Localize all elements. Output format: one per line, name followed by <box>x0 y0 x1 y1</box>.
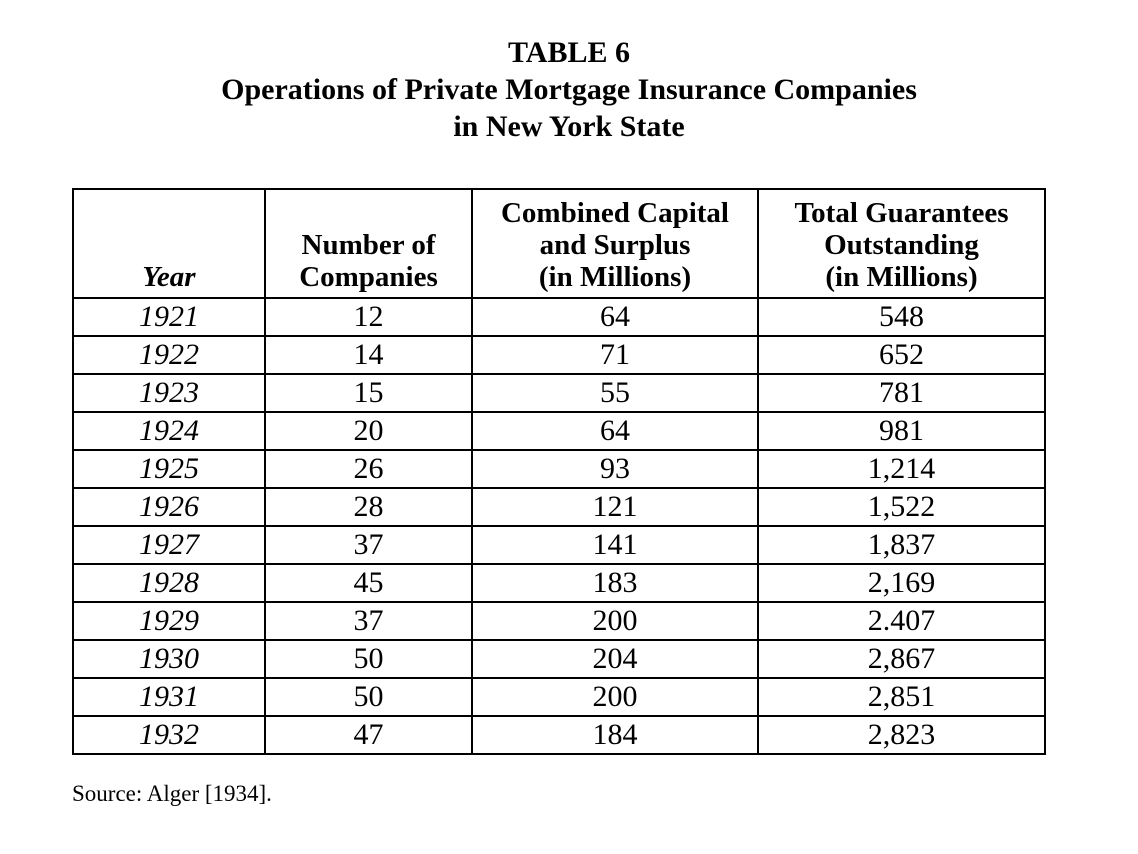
column-header-total-guarantees-outstanding: Total Guarantees Outstanding (in Million… <box>757 188 1046 299</box>
year-cell: 1927 <box>72 525 266 565</box>
column-header-year: Year <box>72 188 266 299</box>
capital-surplus-cell: 93 <box>471 449 759 489</box>
guarantees-cell: 781 <box>757 373 1046 413</box>
guarantees-cell: 1,522 <box>757 487 1046 527</box>
source-note: Source: Alger [1934]. <box>72 781 272 806</box>
year-cell: 1923 <box>72 373 266 413</box>
year-cell: 1930 <box>72 639 266 679</box>
year-cell: 1928 <box>72 563 266 603</box>
companies-cell: 20 <box>264 411 473 451</box>
guarantees-cell: 1,837 <box>757 525 1046 565</box>
guarantees-cell: 981 <box>757 411 1046 451</box>
capital-surplus-cell: 64 <box>471 297 759 337</box>
capital-surplus-cell: 64 <box>471 411 759 451</box>
companies-cell: 28 <box>264 487 473 527</box>
table-row: 1922 14 71 652 <box>72 335 1046 375</box>
table-row: 1927 37 141 1,837 <box>72 525 1046 565</box>
guarantees-cell: 2,169 <box>757 563 1046 603</box>
capital-surplus-cell: 71 <box>471 335 759 375</box>
data-table: Year Number of Companies Combined Capita… <box>72 188 1046 755</box>
guarantees-cell: 2,851 <box>757 677 1046 717</box>
year-cell: 1921 <box>72 297 266 337</box>
year-cell: 1932 <box>72 715 266 755</box>
table-row: 1931 50 200 2,851 <box>72 677 1046 717</box>
capital-surplus-cell: 200 <box>471 601 759 641</box>
table-title-line-3: in New York State <box>453 110 685 143</box>
companies-cell: 47 <box>264 715 473 755</box>
table-row: 1929 37 200 2.407 <box>72 601 1046 641</box>
table-number: TABLE 6 <box>508 36 630 69</box>
capital-surplus-cell: 204 <box>471 639 759 679</box>
table-row: 1923 15 55 781 <box>72 373 1046 413</box>
guarantees-cell: 2,823 <box>757 715 1046 755</box>
table-title-line-2: Operations of Private Mortgage Insurance… <box>221 73 917 106</box>
capital-surplus-cell: 55 <box>471 373 759 413</box>
companies-cell: 12 <box>264 297 473 337</box>
companies-cell: 26 <box>264 449 473 489</box>
column-header-combined-capital-and-surplus: Combined Capital and Surplus (in Million… <box>471 188 759 299</box>
companies-cell: 50 <box>264 639 473 679</box>
table-row: 1921 12 64 548 <box>72 297 1046 337</box>
header-row: Year Number of Companies Combined Capita… <box>72 188 1046 299</box>
table-row: 1928 45 183 2,169 <box>72 563 1046 603</box>
table-row: 1926 28 121 1,522 <box>72 487 1046 527</box>
companies-cell: 45 <box>264 563 473 603</box>
guarantees-cell: 1,214 <box>757 449 1046 489</box>
capital-surplus-cell: 183 <box>471 563 759 603</box>
companies-cell: 15 <box>264 373 473 413</box>
year-cell: 1926 <box>72 487 266 527</box>
capital-surplus-cell: 200 <box>471 677 759 717</box>
guarantees-cell: 2.407 <box>757 601 1046 641</box>
table-row: 1925 26 93 1,214 <box>72 449 1046 489</box>
table-body: 1921 12 64 548 1922 14 71 652 1923 15 55 781 1924 20 6… <box>72 297 1046 755</box>
capital-surplus-cell: 184 <box>471 715 759 755</box>
year-cell: 1929 <box>72 601 266 641</box>
table-row: 1930 50 204 2,867 <box>72 639 1046 679</box>
capital-surplus-cell: 121 <box>471 487 759 527</box>
capital-surplus-cell: 141 <box>471 525 759 565</box>
companies-cell: 50 <box>264 677 473 717</box>
guarantees-cell: 652 <box>757 335 1046 375</box>
column-header-number-of-companies: Number of Companies <box>264 188 473 299</box>
companies-cell: 37 <box>264 525 473 565</box>
guarantees-cell: 2,867 <box>757 639 1046 679</box>
year-cell: 1924 <box>72 411 266 451</box>
year-cell: 1922 <box>72 335 266 375</box>
table-row: 1932 47 184 2,823 <box>72 715 1046 755</box>
companies-cell: 37 <box>264 601 473 641</box>
table-title-block: TABLE 6 Operations of Private Mortgage I… <box>0 0 1138 145</box>
year-cell: 1925 <box>72 449 266 489</box>
guarantees-cell: 548 <box>757 297 1046 337</box>
year-cell: 1931 <box>72 677 266 717</box>
table-row: 1924 20 64 981 <box>72 411 1046 451</box>
companies-cell: 14 <box>264 335 473 375</box>
